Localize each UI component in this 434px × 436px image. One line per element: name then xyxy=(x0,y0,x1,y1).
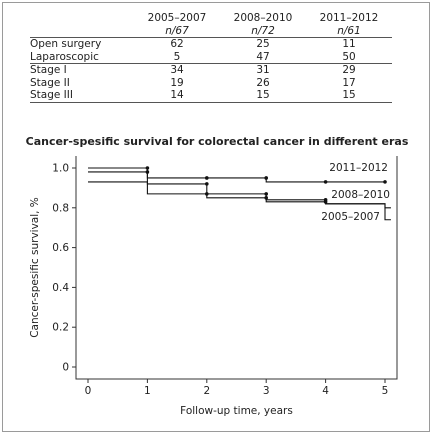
chart-title: Cancer-spesific survival for colorectal … xyxy=(25,135,409,148)
series-label: 2011–2012 xyxy=(329,162,388,174)
x-tick-label: 5 xyxy=(382,385,389,397)
row-label: Stage I xyxy=(30,63,134,77)
table-cell: 29 xyxy=(306,63,392,77)
table-cell: 15 xyxy=(306,89,392,103)
column-header-period: 2011–2012 xyxy=(319,12,379,24)
censor-mark xyxy=(205,192,209,196)
y-tick-label: 0 xyxy=(62,362,69,374)
row-label: Stage II xyxy=(30,76,70,89)
censor-mark xyxy=(323,180,328,184)
y-axis-label: Cancer-spesific survival, % xyxy=(29,197,41,338)
x-tick-label: 4 xyxy=(322,385,329,397)
column-header-period: 2005–2007 xyxy=(147,12,207,24)
series-label: 2005–2007 xyxy=(321,211,380,223)
table-cell: 34 xyxy=(134,63,220,77)
column-header-n: n/72 xyxy=(220,24,306,38)
y-tick-label: 0.4 xyxy=(52,282,69,294)
summary-table: 2005–2007 2008–2010 2011–2012 n/67 n/72 … xyxy=(30,12,392,103)
table-cell: 31 xyxy=(220,63,306,77)
table-header-row: 2005–2007 2008–2010 2011–2012 xyxy=(30,12,392,25)
table-cell: 19 xyxy=(170,76,184,89)
table-row: Stage III 14 15 15 xyxy=(30,89,392,103)
table-cell: 50 xyxy=(342,50,356,63)
table-cell: 11 xyxy=(342,38,356,50)
table-header-n-row: n/67 n/72 n/61 xyxy=(30,24,392,38)
table-row: Stage I 34 31 29 xyxy=(30,63,392,77)
x-tick-label: 3 xyxy=(263,385,270,397)
column-header-period: 2008–2010 xyxy=(233,12,293,24)
censor-mark xyxy=(383,180,387,184)
censor-mark xyxy=(323,200,328,204)
series-line xyxy=(88,181,391,221)
x-tick-label: 2 xyxy=(203,385,210,397)
row-label: Open surgery xyxy=(30,38,102,50)
column-header-n: n/67 xyxy=(134,24,220,38)
censor-mark xyxy=(264,196,269,200)
row-label: Laparoscopic xyxy=(30,50,99,63)
censor-mark xyxy=(264,176,269,180)
column-header-n: n/61 xyxy=(306,24,392,38)
table-cell: 47 xyxy=(256,50,270,63)
chart-axes: 0 0.2 0.4 0.6 0.8 1.0 0 1 2 3 4 5 xyxy=(52,156,398,397)
censor-mark xyxy=(205,176,209,180)
table-cell: 26 xyxy=(256,76,270,89)
table-row: Laparoscopic 5 47 50 xyxy=(30,51,392,64)
censor-mark xyxy=(145,166,150,170)
table-cell: 25 xyxy=(256,38,270,50)
y-tick-label: 0.8 xyxy=(52,202,69,214)
y-tick-label: 0.2 xyxy=(52,322,69,334)
x-tick-label: 1 xyxy=(144,385,151,397)
table-row: Stage II 19 26 17 xyxy=(30,77,392,90)
table-cell: 62 xyxy=(170,38,184,50)
y-tick-label: 1.0 xyxy=(52,163,69,175)
plot-frame xyxy=(75,156,398,380)
series-layer: 2011–2012 2008–2010 2005–2007 xyxy=(88,162,391,223)
figure-frame xyxy=(2,2,430,432)
table-cell: 15 xyxy=(220,89,306,103)
row-label: Stage III xyxy=(30,89,134,103)
censor-mark xyxy=(205,182,209,186)
x-axis-label: Follow-up time, years xyxy=(180,405,293,417)
table-cell: 5 xyxy=(173,50,181,63)
series-label: 2008–2010 xyxy=(331,189,390,201)
table-cell: 14 xyxy=(134,89,220,103)
censor-mark xyxy=(264,192,269,196)
x-tick-label: 0 xyxy=(85,385,92,397)
table-row: Open surgery 62 25 11 xyxy=(30,38,392,51)
y-tick-label: 0.6 xyxy=(52,242,69,254)
table-cell: 17 xyxy=(342,76,356,89)
